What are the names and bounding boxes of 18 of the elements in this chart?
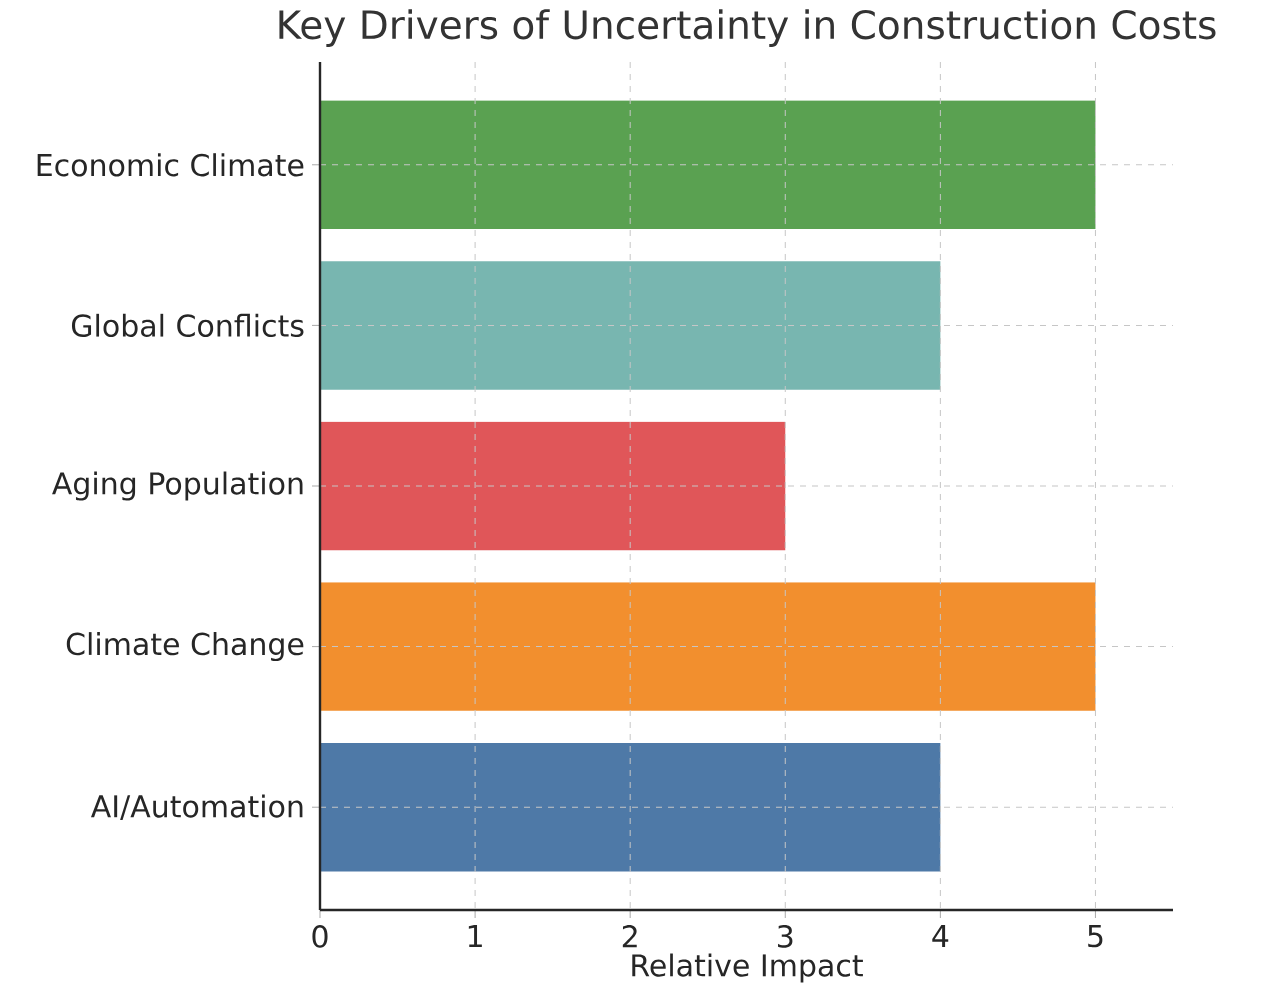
bar xyxy=(320,261,941,390)
y-tick-label: Economic Climate xyxy=(37,153,304,177)
bar xyxy=(320,582,1096,711)
x-axis-title: Relative Impact xyxy=(632,953,863,983)
x-tick-label: 5 xyxy=(1088,925,1103,948)
bar xyxy=(320,100,1096,230)
bar xyxy=(320,421,786,551)
y-tick-label: Aging Population xyxy=(52,471,303,501)
bar xyxy=(320,742,941,872)
y-tick-label: Climate Change xyxy=(66,632,304,662)
y-tick-label: AI/Automation xyxy=(90,794,303,821)
x-tick-label: 2 xyxy=(622,925,637,948)
x-tick-label: 3 xyxy=(778,925,793,948)
x-tick-label: 1 xyxy=(468,925,482,947)
x-tick-label: 0 xyxy=(312,925,328,948)
chart-title: Key Drivers of Uncertainty in Construction Costs xyxy=(279,9,1216,47)
y-tick-label: Global Conflicts xyxy=(71,313,304,338)
x-tick-label: 4 xyxy=(932,925,949,947)
